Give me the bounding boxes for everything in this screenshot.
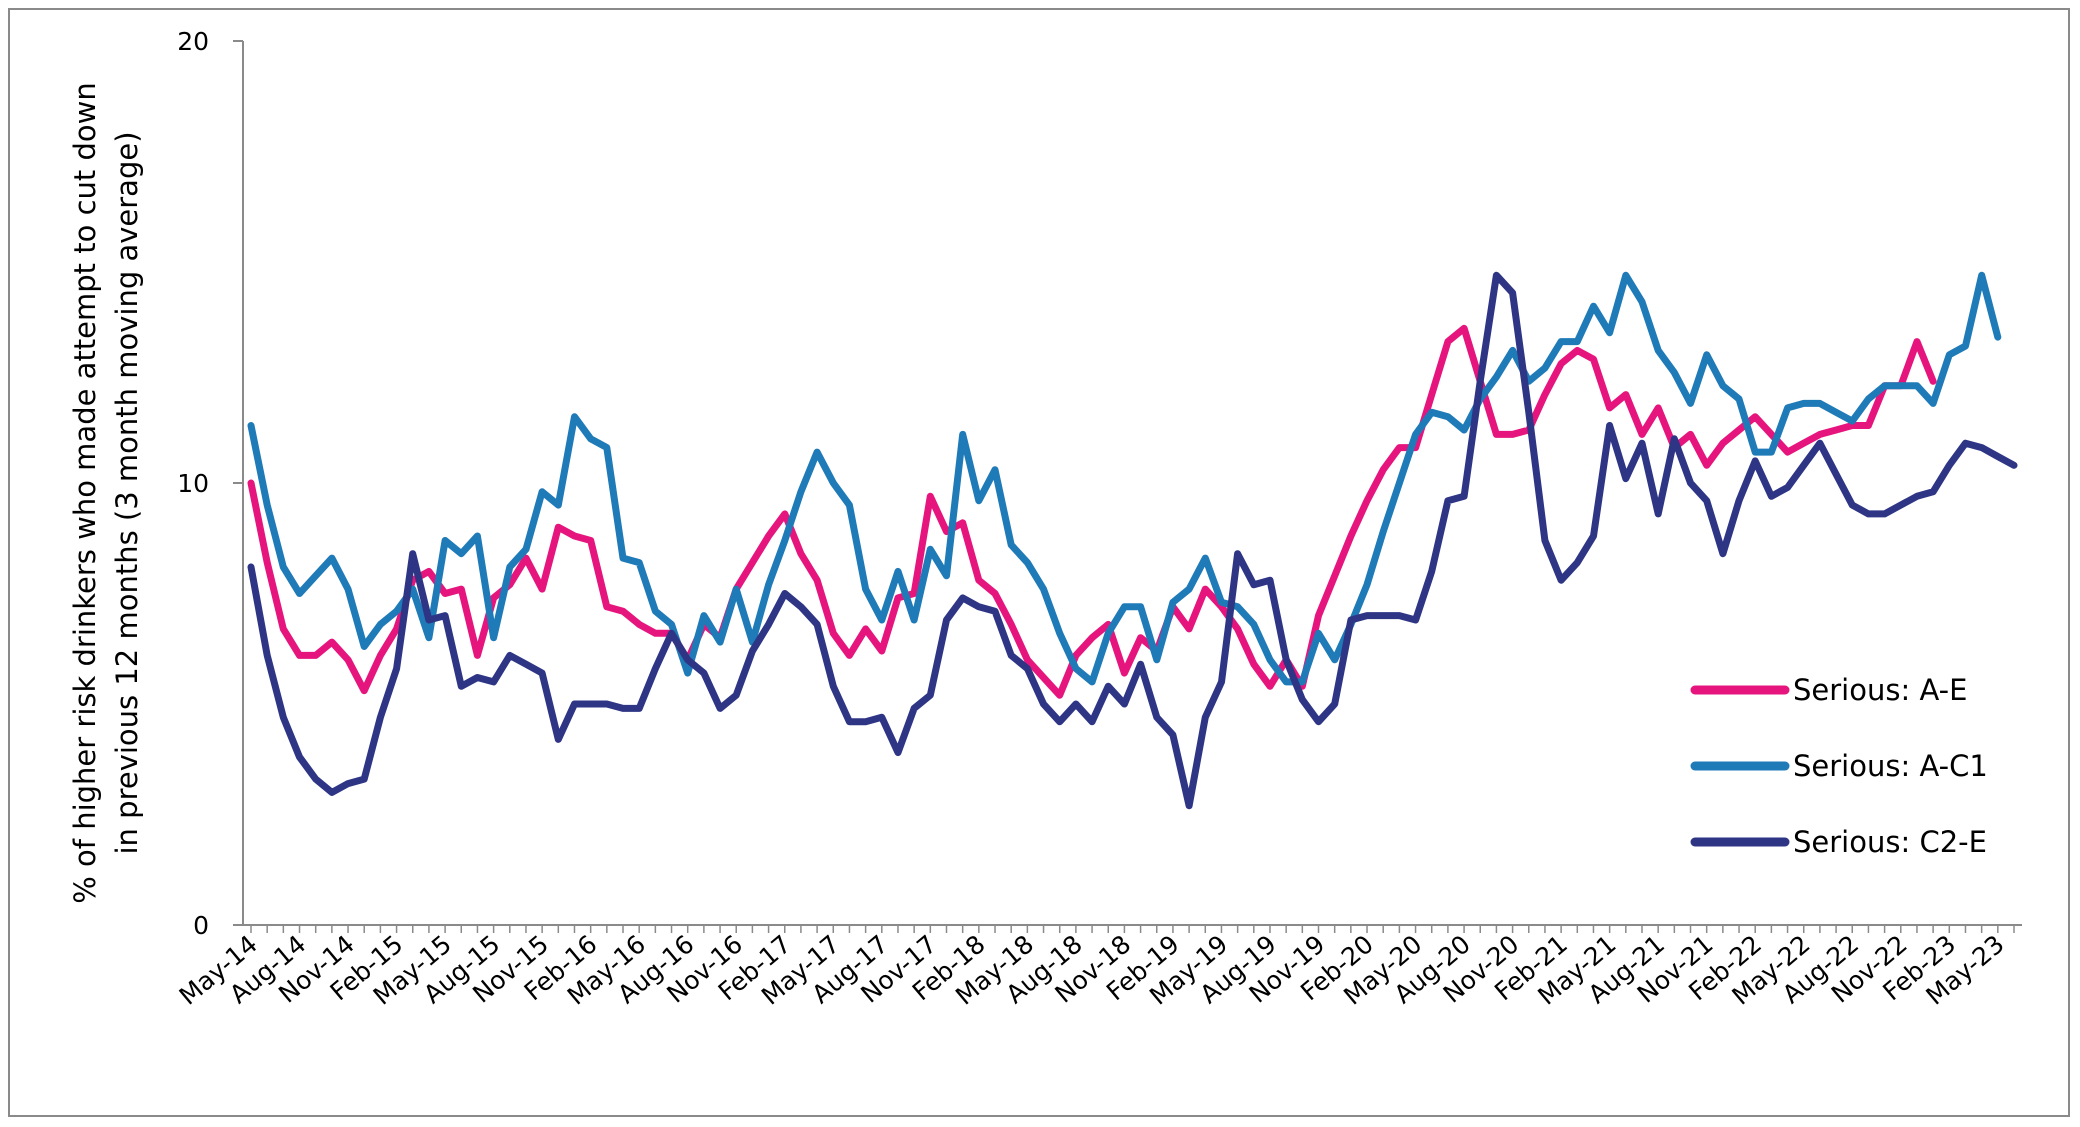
chart-axes xyxy=(242,41,2022,926)
y-axis-ticks: 0 10 20 xyxy=(177,27,243,940)
series-line-3 xyxy=(247,271,2018,810)
chart-frame xyxy=(8,8,2070,1117)
y-tick-label: 0 xyxy=(193,911,209,940)
series-line-2 xyxy=(247,271,2002,686)
series-line-1 xyxy=(247,324,1937,699)
x-axis-ticks: May-14Aug-14Nov-14Feb-15May-15Aug-15Nov-… xyxy=(174,925,2015,1011)
legend-label-3: Serious: C2-E xyxy=(1793,825,1987,859)
y-tick-label: 10 xyxy=(177,469,209,498)
y-axis-title-line-2: in previous 12 months (3 month moving av… xyxy=(110,131,144,854)
y-tick-label: 20 xyxy=(177,27,209,56)
series-lines xyxy=(247,271,2018,810)
legend-label-2: Serious: A-C1 xyxy=(1793,749,1988,783)
chart-legend: Serious: A-E Serious: A-C1 Serious: C2-E xyxy=(1690,673,1988,859)
legend-label-1: Serious: A-E xyxy=(1793,673,1967,707)
y-axis-title-line-1: % of higher risk drinkers who made attem… xyxy=(68,82,102,904)
